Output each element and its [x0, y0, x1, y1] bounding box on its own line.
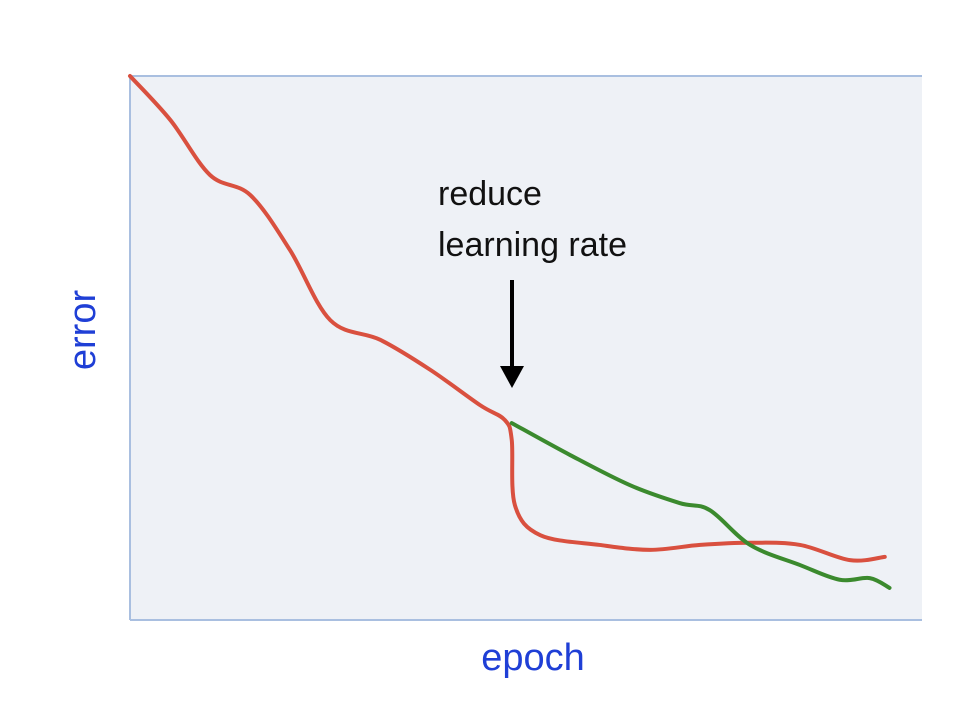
plot-area — [130, 76, 922, 620]
annotation: learning rate — [438, 226, 627, 264]
axes — [129, 75, 922, 621]
series-line — [128, 74, 887, 563]
arrow-head — [500, 366, 524, 388]
x-axis-label: epoch — [481, 637, 585, 679]
y-axis-label: error — [62, 290, 104, 371]
arrow — [500, 280, 524, 388]
annotation: reduce — [438, 175, 542, 213]
lines — [128, 74, 892, 590]
series-line — [509, 421, 892, 590]
